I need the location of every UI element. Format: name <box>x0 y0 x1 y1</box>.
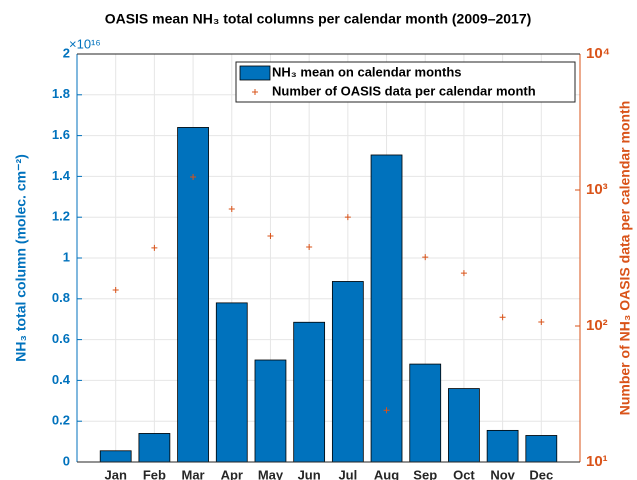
y-tick-label: 1.2 <box>52 209 70 224</box>
scatter-point <box>112 286 119 293</box>
legend-label: NH₃ mean on calendar months <box>272 64 462 79</box>
scatter-point <box>228 205 235 212</box>
bar <box>254 359 287 463</box>
x-tick-label: Sep <box>413 467 437 480</box>
x-tick-label: Jun <box>298 467 321 480</box>
scatter-point <box>422 254 429 261</box>
bar <box>486 429 519 463</box>
bar <box>99 450 132 463</box>
y-tick-label: 1.6 <box>52 127 70 142</box>
y-tick-label: 0 <box>63 453 70 468</box>
bar <box>525 435 558 463</box>
chart-title: OASIS mean NH₃ total columns per calenda… <box>105 11 532 27</box>
legend-marker <box>252 89 258 95</box>
legend-label: Number of OASIS data per calendar month <box>272 83 536 98</box>
x-tick-label: Aug <box>374 467 399 480</box>
scatter-point <box>460 270 467 277</box>
scatter-point <box>383 407 390 414</box>
x-tick-label: Oct <box>453 467 475 480</box>
y-tick-label: 2 <box>63 45 70 60</box>
scatter-point <box>344 214 351 221</box>
y-multiplier: ×10¹⁶ <box>69 36 101 51</box>
x-tick-label: Apr <box>221 467 243 480</box>
bar <box>177 127 209 463</box>
bar <box>215 302 248 463</box>
y-tick-label: 0.2 <box>52 413 70 428</box>
legend-swatch <box>239 65 271 81</box>
y-tick-label: 1 <box>63 249 70 264</box>
y2-tick-label: 10¹ <box>586 453 608 470</box>
x-tick-label: Mar <box>182 467 205 480</box>
x-tick-label: Nov <box>490 467 515 480</box>
x-tick-label: Jan <box>104 467 126 480</box>
y-tick-label: 0.8 <box>52 290 70 305</box>
y2-tick-label: 10³ <box>586 181 608 198</box>
y2-tick-label: 10⁴ <box>586 45 610 62</box>
bar <box>331 281 364 463</box>
bar <box>370 154 403 463</box>
y-tick-label: 0.6 <box>52 331 70 346</box>
scatter-point <box>499 314 506 321</box>
y-tick-label: 1.8 <box>52 86 70 101</box>
bar <box>409 363 442 463</box>
scatter-point <box>267 232 274 239</box>
x-tick-label: Dec <box>529 467 553 480</box>
bar <box>448 388 480 463</box>
x-tick-label: May <box>258 467 284 480</box>
legend-box <box>235 61 576 103</box>
x-tick-label: Jul <box>338 467 357 480</box>
y2-axis-label: Number of NH₃ OASIS data per calendar mo… <box>617 101 633 416</box>
scatter-point <box>151 244 158 251</box>
scatter-point <box>538 319 545 326</box>
y-axis-label: NH₃ total column (molec. cm⁻²) <box>13 154 29 362</box>
y2-tick-label: 10² <box>586 317 608 334</box>
bar <box>138 433 171 463</box>
scatter-point <box>190 173 197 180</box>
scatter-point <box>306 243 313 250</box>
y-tick-label: 0.4 <box>52 372 71 387</box>
bar <box>293 321 326 463</box>
y-tick-label: 1.4 <box>52 168 71 183</box>
x-tick-label: Feb <box>143 467 166 480</box>
